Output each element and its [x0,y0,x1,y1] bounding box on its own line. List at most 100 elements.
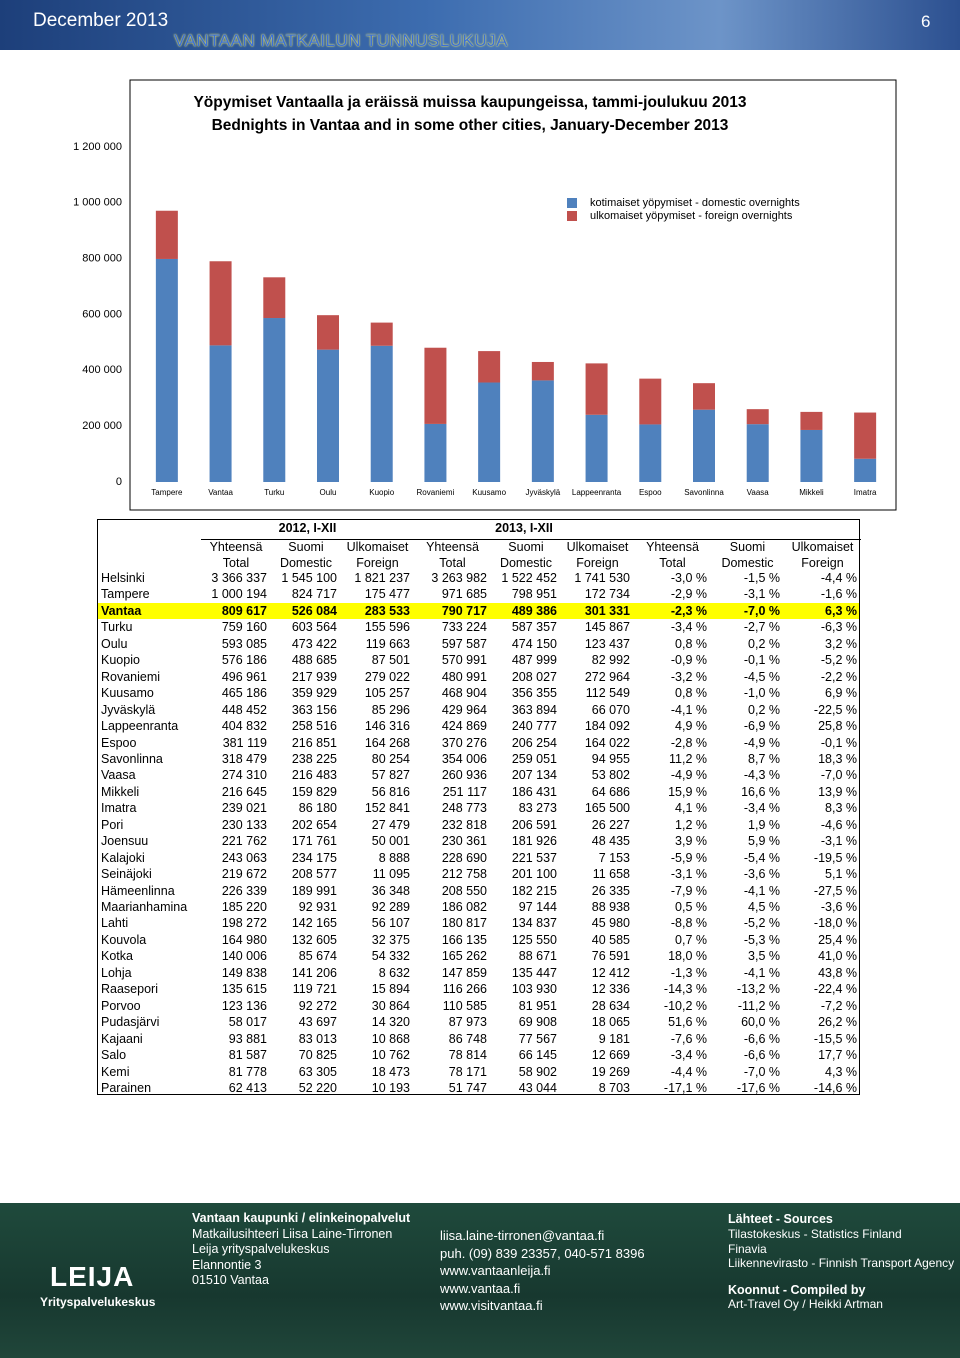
table-cell: 0,2 % [748,702,780,717]
y-tick-label: 600 000 [82,308,122,320]
page-number: 6 [921,12,931,31]
table-cell: 81 587 [228,1048,267,1063]
table-cell: 468 904 [441,686,487,701]
row-label: Pori [101,817,124,832]
bar [639,378,662,425]
table-cell: 92 272 [298,998,337,1013]
table-cell: 142 165 [291,916,337,931]
table-cell: 56 107 [371,916,410,931]
table-cell: 576 186 [221,653,267,668]
row-label: Maarianhamina [101,900,188,914]
bar [478,351,501,383]
table-cell: 165 262 [441,949,487,964]
table-cell: -4,3 % [743,768,780,783]
table-cell: 790 717 [441,603,487,618]
bar [263,277,286,319]
table-cell: -22,4 % [813,982,857,997]
row-label: Imatra [101,801,137,816]
table-cell: 66 070 [591,702,630,717]
table-cell: 132 605 [291,932,337,947]
row-label: Rovaniemi [101,669,161,684]
table-cell: 733 224 [441,620,487,635]
table-cell: 1,9 % [748,817,780,832]
table-cell: 164 022 [584,735,630,750]
table-cell: 363 156 [291,702,337,717]
table-cell: -17,1 % [663,1080,707,1095]
table-cell: 28 634 [591,998,630,1013]
table-cell: 217 939 [291,669,337,684]
table-cell: -13,2 % [736,982,780,997]
column-header: Domestic [721,556,774,570]
row-label: Porvoo [101,998,141,1013]
table-cell: 16,6 % [741,784,780,799]
table-cell: 239 021 [221,801,267,816]
table-cell: 25,8 % [818,719,857,734]
sources-title: Lähteet - Sources [728,1212,833,1226]
header: December 2013 6 VANTAAN MATKAILUN TUNNUS… [0,0,960,50]
column-header: Total [222,556,250,570]
row-label: Raasepori [101,982,158,997]
table-cell: 43 697 [298,1015,337,1030]
table-cell: 63 305 [298,1064,337,1079]
row-label: Mikkeli [101,784,140,799]
table-cell: 60,0 % [741,1015,780,1030]
table-cell: 78 171 [448,1064,487,1079]
table-cell: -3,4 % [670,620,707,635]
table-cell: 4,1 % [675,801,707,816]
table-cell: 189 991 [291,883,337,898]
table-cell: 119 663 [365,636,410,651]
table-cell: 243 063 [221,850,267,865]
table-cell: 145 867 [584,620,630,635]
table-cell: 110 585 [442,998,487,1013]
table-cell: -2,3 % [670,603,707,618]
y-tick-label: 200 000 [82,420,122,432]
table-cell: 103 930 [511,982,557,997]
table-cell: 82 992 [591,653,630,668]
table-cell: 83 013 [298,1031,337,1046]
table-cell: 83 273 [518,801,557,816]
bar [639,424,662,482]
compiled-title: Koonnut - Compiled by [728,1283,866,1297]
table-cell: -6,6 % [743,1031,780,1046]
table-cell: 1 522 452 [501,571,557,585]
table-cell: 92 289 [371,900,410,914]
table-cell: 3,9 % [675,834,707,849]
table-cell: 25,4 % [818,932,857,947]
table-cell: 152 841 [364,801,410,816]
table-cell: 140 006 [221,949,267,964]
table-cell: 58 017 [228,1015,267,1030]
table-cell: 488 685 [291,653,337,668]
table-cell: 8,7 % [748,751,780,766]
table-cell: 135 447 [511,965,557,980]
table-cell: 52 220 [298,1080,337,1095]
table-cell: 216 483 [291,768,337,783]
table-cell: 185 220 [221,900,267,914]
table-cell: -5,2 % [743,916,780,931]
row-label: Kuopio [101,653,140,668]
column-header: Ulkomaiset [346,540,409,554]
table-cell: -3,2 % [670,669,707,684]
footer: LEIJA Yrityspalvelukeskus Vantaan kaupun… [0,1203,960,1358]
bar [854,458,877,482]
row-label: Kotka [101,949,133,964]
table-cell: 15,9 % [668,784,707,799]
table-cell: 88 671 [518,949,557,964]
table-cell: 48 435 [591,834,630,849]
x-tick-label: Turku [264,488,284,497]
table-cell: -1,5 % [743,571,780,585]
table-cell: -6,3 % [820,620,857,635]
table-cell: -14,3 % [663,982,707,997]
table-cell: 26 335 [591,883,630,898]
contact-link: www.visitvantaa.fi [440,1298,543,1313]
table-cell: 301 331 [584,603,630,618]
bar [478,382,501,482]
table-cell: 260 936 [441,768,487,783]
row-label: Kemi [101,1064,130,1079]
bar [800,411,823,430]
table-cell: 0,8 % [675,636,707,651]
contact-link: liisa.laine-tirronen@vantaa.fi [440,1228,605,1243]
column-header: Total [439,556,466,570]
bar [424,423,447,482]
legend-label: ulkomaiset yöpymiset - foreign overnight… [590,210,793,222]
